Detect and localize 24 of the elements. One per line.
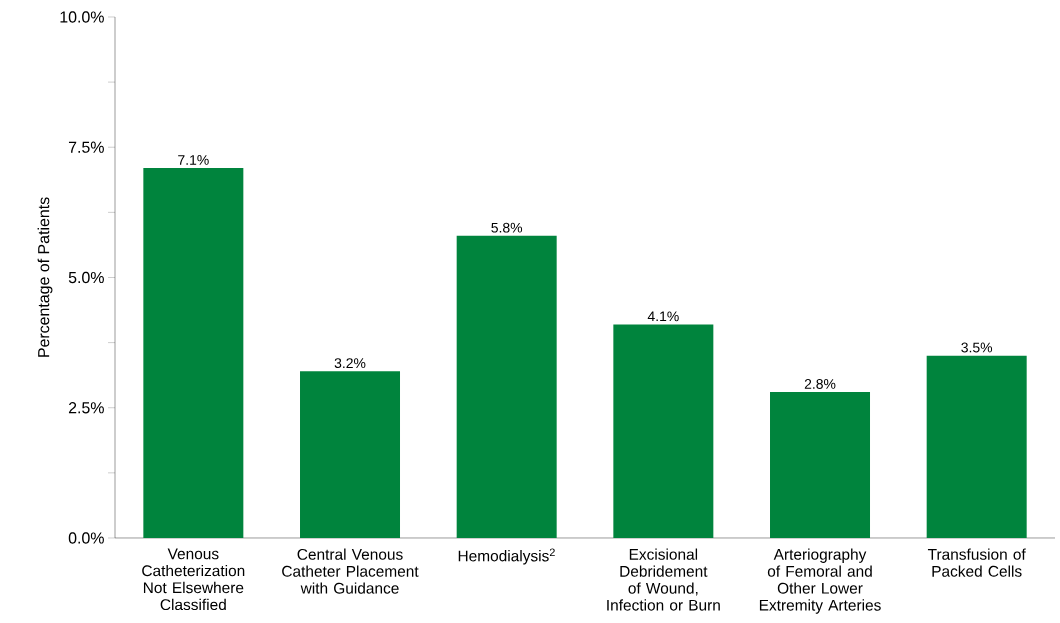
bar bbox=[300, 371, 401, 538]
y-tick-label: 0.0% bbox=[68, 532, 104, 544]
bar bbox=[456, 235, 557, 538]
y-tick-label: 2.5% bbox=[68, 402, 104, 414]
data-label: 2.8% bbox=[804, 379, 836, 389]
bar bbox=[613, 324, 714, 538]
bar bbox=[926, 355, 1027, 538]
bar bbox=[143, 168, 244, 538]
x-tick-label: Transfusion of Packed Cells bbox=[927, 548, 1026, 577]
y-tick-label: 7.5% bbox=[68, 141, 104, 153]
x-tick-label: Venous Catheterization Not Elsewhere Classified bbox=[142, 548, 245, 611]
data-label: 3.2% bbox=[334, 358, 366, 369]
data-label: 4.1% bbox=[647, 311, 679, 322]
y-axis-title: Percentage of Patients bbox=[37, 197, 53, 357]
x-tick-label: Arteriography of Femoral and Other Lower Extremity Arteries bbox=[759, 548, 881, 614]
y-tick-label: 5.0% bbox=[68, 271, 104, 284]
data-label: 7.1% bbox=[178, 155, 209, 165]
x-tick-label: Central Venous Catheter Placement with Guidance bbox=[282, 548, 419, 594]
y-tick-label: 10.0% bbox=[60, 11, 104, 23]
data-label: 5.8% bbox=[491, 222, 523, 233]
bar bbox=[770, 392, 871, 538]
x-tick-label: Hemodialysis$^{2}$ bbox=[458, 548, 555, 565]
x-tick-label: Excisional Debridement of Wound, Infection or Burn bbox=[607, 548, 720, 611]
data-label: 3.5% bbox=[961, 342, 993, 353]
